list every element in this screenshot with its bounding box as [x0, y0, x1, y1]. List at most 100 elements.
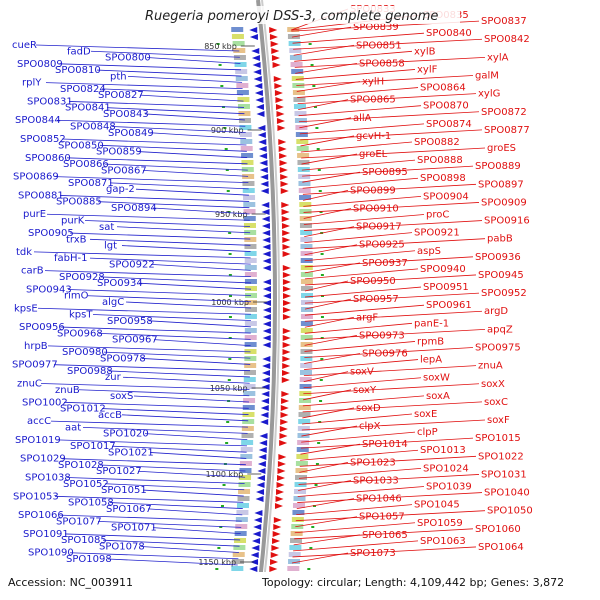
lead-line — [66, 477, 245, 484]
reverse-gene-arrow — [260, 419, 269, 425]
lead-line — [300, 449, 419, 461]
cog-block — [300, 293, 313, 298]
gene-label-reverse: znuC — [17, 378, 42, 389]
cog-block — [244, 300, 257, 305]
tick-label: 950 kbp — [215, 210, 248, 219]
cog-block — [297, 426, 310, 431]
forward-gene-arrow — [281, 209, 290, 215]
cog-block — [244, 314, 257, 319]
lead-line — [297, 486, 425, 497]
gene-label-forward: SPO1073 — [350, 548, 396, 559]
gc-marker — [224, 148, 228, 150]
cog-block — [296, 454, 309, 459]
gene-label-reverse: SPO1066 — [18, 510, 64, 521]
cog-block — [244, 237, 257, 242]
gene-label-reverse: SPO1038 — [25, 473, 71, 484]
cog-block — [237, 104, 250, 109]
cog-block — [299, 216, 312, 221]
lead-line — [304, 274, 477, 286]
lead-line — [304, 286, 422, 298]
reverse-gene-arrow — [260, 412, 269, 418]
forward-gene-arrow — [274, 90, 283, 96]
lead-line — [84, 220, 250, 227]
lead-line — [98, 332, 251, 340]
gene-label-reverse: zur — [105, 372, 122, 383]
forward-gene-arrow — [278, 139, 287, 145]
forward-gene-arrow — [269, 566, 278, 572]
lead-line — [298, 99, 349, 111]
forward-gene-arrow — [281, 370, 290, 376]
forward-gene-arrow — [281, 202, 290, 208]
reverse-gene-arrow — [260, 188, 269, 194]
gc-marker — [228, 337, 232, 339]
lead-line — [61, 458, 246, 466]
title-bg — [140, 6, 460, 24]
cog-block — [299, 384, 312, 389]
lead-line — [87, 295, 252, 303]
gene-label-reverse: hrpB — [24, 341, 48, 352]
cog-block — [232, 559, 245, 564]
reverse-gene-arrow — [262, 251, 271, 257]
gc-marker — [317, 169, 321, 171]
gene-label-reverse: SPO0809 — [17, 59, 63, 70]
cog-block — [244, 251, 257, 256]
lead-line — [300, 135, 355, 147]
cog-block — [289, 55, 302, 60]
reverse-gene-arrow — [261, 209, 270, 215]
reverse-gene-arrow — [256, 489, 265, 495]
gene-label-reverse: purE — [23, 209, 46, 220]
lead-line — [300, 129, 483, 141]
lead-line — [304, 335, 358, 346]
cog-block — [300, 244, 313, 249]
gene-label-forward: xylA — [487, 52, 509, 63]
gene-label-forward: SPO0973 — [359, 330, 405, 341]
gene-label-reverse: SPO1058 — [68, 498, 114, 509]
gene-label-forward: SPO0937 — [362, 258, 408, 269]
forward-gene-arrow — [279, 433, 288, 439]
gene-label-reverse: SPO0860 — [25, 153, 71, 164]
gene-label-reverse: SPO0956 — [19, 322, 65, 333]
lead-line — [141, 358, 251, 365]
forward-gene-arrow — [282, 342, 291, 348]
cog-block — [300, 328, 313, 333]
cog-block — [244, 328, 257, 333]
reverse-gene-arrow — [260, 174, 269, 180]
forward-gene-arrow — [279, 440, 288, 446]
forward-gene-arrow — [279, 153, 288, 159]
reverse-gene-arrow — [262, 328, 271, 334]
lead-line — [69, 232, 251, 240]
genome-backbone-inner — [261, 0, 280, 600]
lead-line — [299, 461, 349, 473]
gene-label-reverse: SPO1091 — [23, 529, 69, 540]
forward-gene-arrow — [282, 272, 291, 278]
lead-line — [303, 208, 352, 219]
gc-marker — [310, 64, 314, 66]
gene-label-reverse: aat — [65, 422, 81, 433]
gene-label-forward: clpP — [417, 427, 438, 438]
lead-line — [304, 256, 474, 268]
gene-label-reverse: SPO0843 — [103, 109, 149, 120]
gene-label-forward: SPO0837 — [481, 16, 527, 27]
gene-label-reverse: SPO1078 — [99, 541, 145, 552]
lead-line — [304, 316, 355, 328]
cog-block — [235, 517, 248, 522]
lead-line — [296, 504, 413, 516]
cog-block — [288, 552, 301, 557]
gene-label-reverse: SPO0871 — [68, 178, 114, 189]
gene-label-reverse: SPO1021 — [108, 447, 154, 458]
gene-label-forward: groEL — [359, 149, 388, 160]
gc-marker — [227, 379, 231, 381]
cog-block — [300, 314, 313, 319]
lead-line — [304, 341, 416, 352]
gc-marker — [220, 505, 224, 507]
gene-label-forward: proC — [426, 210, 449, 221]
cog-block — [298, 412, 311, 417]
gc-marker — [225, 442, 229, 444]
lead-line — [149, 452, 247, 459]
gene-label-reverse: SPO1017 — [70, 441, 116, 452]
cog-block — [242, 181, 255, 186]
gene-label-forward: SPO0917 — [356, 222, 402, 233]
gene-label-forward: SPO1064 — [478, 542, 524, 553]
footer-bg — [0, 572, 600, 600]
gene-label-reverse: SPO1028 — [58, 460, 104, 471]
